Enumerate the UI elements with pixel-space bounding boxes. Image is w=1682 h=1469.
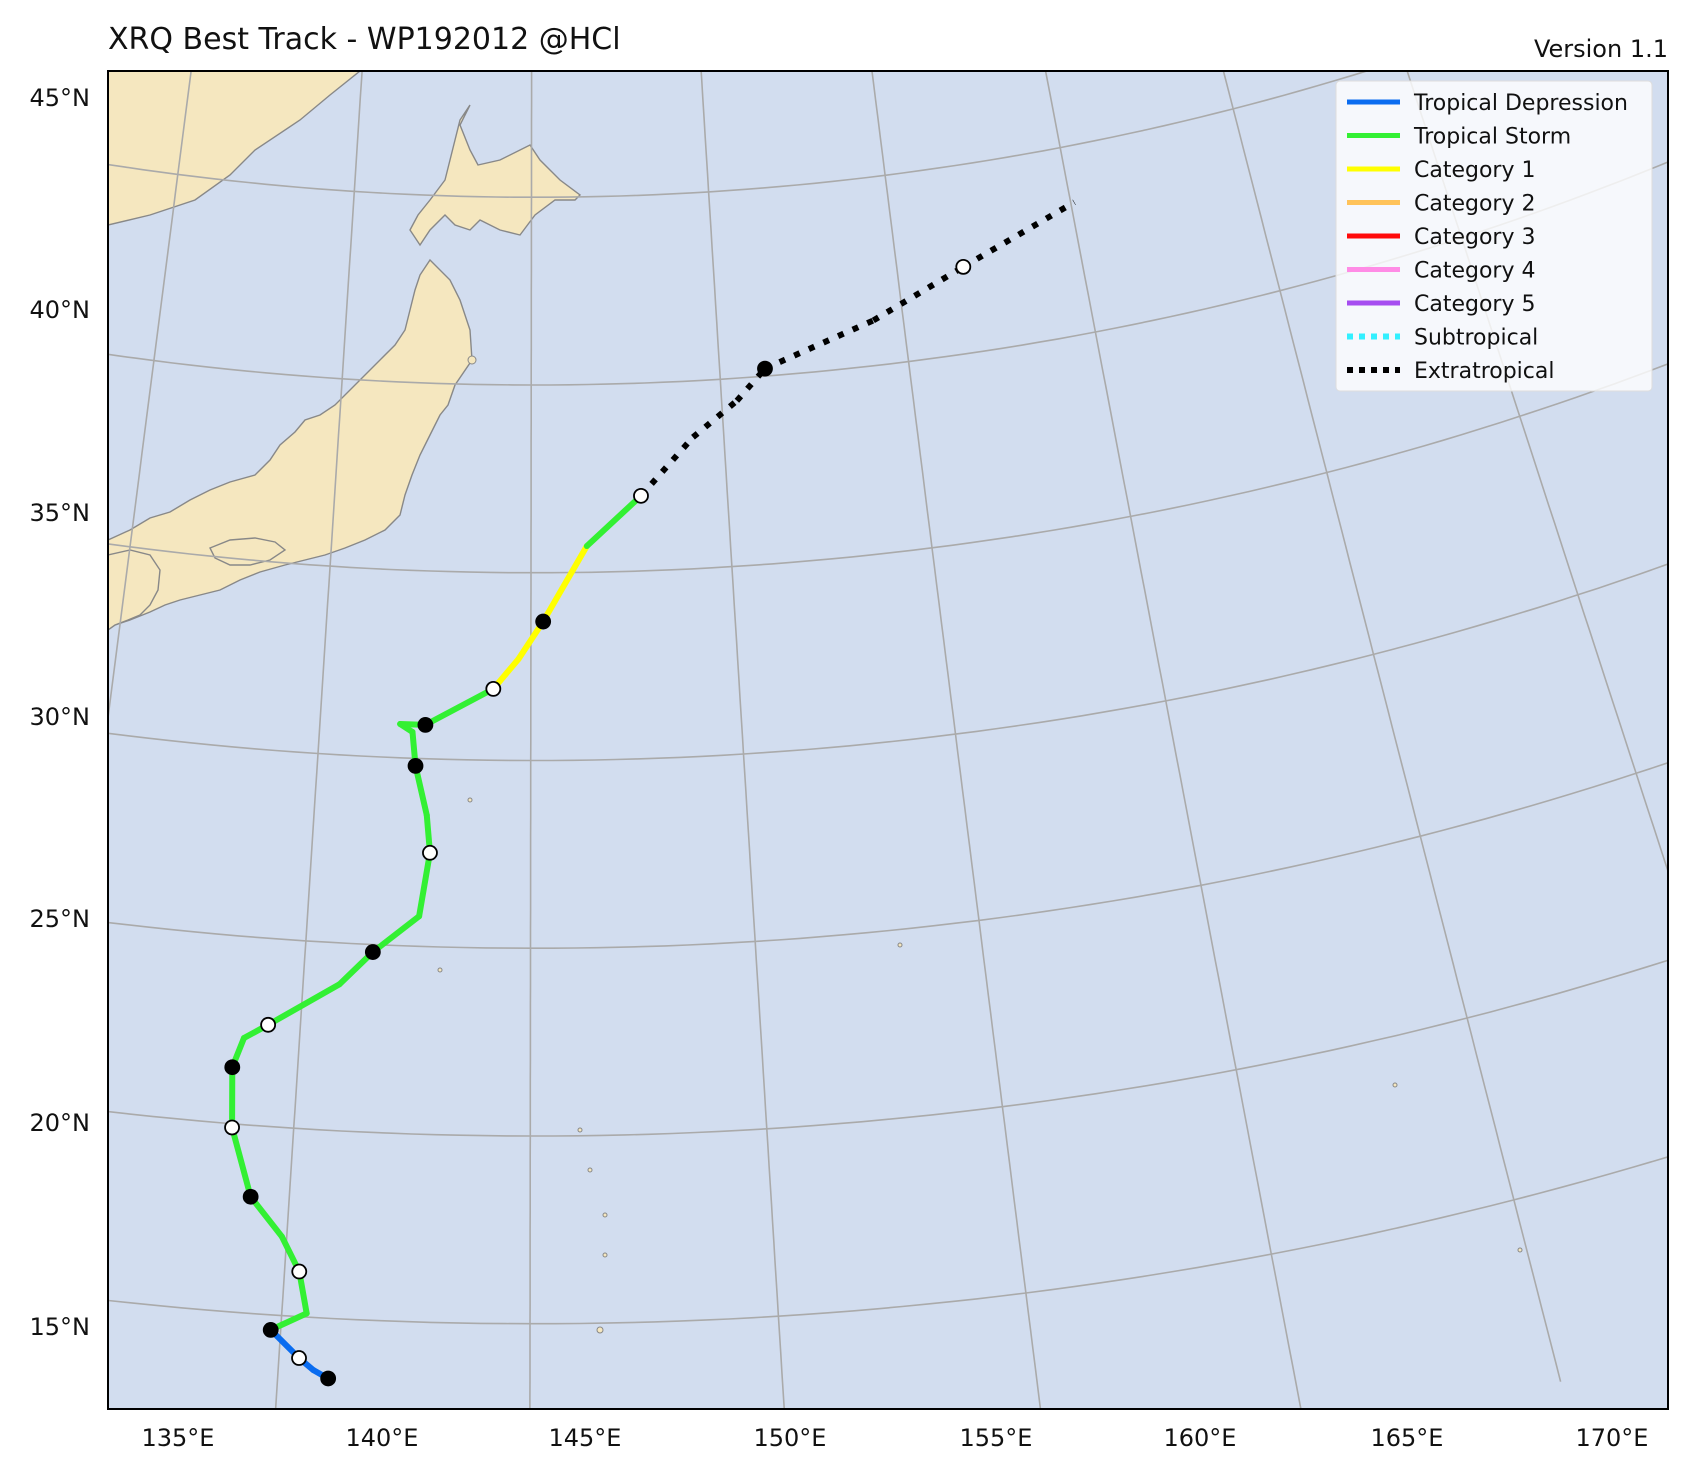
- island-5: [602, 1212, 608, 1218]
- legend-label: Category 5: [1414, 292, 1535, 317]
- island-6: [602, 1252, 608, 1258]
- meridian-155: [871, 71, 1042, 1409]
- parallel-20: [108, 959, 1668, 1137]
- meridian-165: [1222, 71, 1562, 1382]
- hokkaido-landmass: [409, 104, 582, 247]
- lat-label: 15°N: [30, 1313, 91, 1341]
- track-point-open: [224, 1119, 240, 1136]
- legend-label: Tropical Depression: [1413, 91, 1628, 116]
- meridian-160: [1044, 71, 1302, 1409]
- track-point-open: [291, 1263, 308, 1280]
- track-point-open: [422, 844, 438, 861]
- lat-label: 25°N: [30, 905, 91, 933]
- lon-label: 135°E: [142, 1424, 215, 1452]
- version-label: Version 1.1: [1534, 35, 1668, 63]
- island-4: [587, 1167, 593, 1173]
- longitude-labels: 135°E 140°E 145°E 150°E 155°E 160°E 165°E 170°E: [142, 1424, 1649, 1452]
- track-segment: [247, 1193, 285, 1240]
- legend: Tropical Depression Tropical Storm Categor…: [1335, 80, 1653, 392]
- legend-label: Category 3: [1414, 225, 1535, 250]
- track-point-open: [291, 1350, 307, 1366]
- meridian-135: [108, 71, 192, 725]
- track-markers: [224, 258, 972, 1387]
- parallel-25: [108, 761, 1668, 949]
- lat-label: 45°N: [30, 84, 91, 112]
- lat-label: 30°N: [30, 703, 91, 731]
- island-0: [467, 355, 477, 365]
- track-point-filled: [224, 1059, 241, 1076]
- lon-label: 140°E: [346, 1424, 419, 1452]
- asia-coast-landmass: [108, 71, 362, 226]
- latitude-labels: 45°N 40°N 35°N 30°N 25°N 20°N 15°N: [30, 84, 91, 1341]
- lat-label: 35°N: [30, 499, 91, 527]
- island-1: [467, 797, 473, 803]
- track-segment: [369, 913, 423, 956]
- track-point-filled: [417, 717, 434, 733]
- track-segment: [265, 981, 343, 1028]
- track-point-filled: [407, 757, 424, 774]
- legend-label: Category 4: [1414, 259, 1535, 284]
- island-10: [1517, 1247, 1523, 1253]
- track-point-open: [955, 258, 972, 275]
- meridian-150: [700, 71, 786, 1409]
- kyushu-landmass: [108, 549, 161, 631]
- lon-label: 155°E: [960, 1424, 1033, 1452]
- track-segment: [416, 849, 433, 920]
- legend-label: Subtropical: [1414, 326, 1538, 351]
- track-segment: [412, 762, 430, 819]
- island-7: [596, 1326, 604, 1334]
- legend-label: Category 1: [1414, 158, 1535, 183]
- track-segment: [638, 435, 696, 498]
- track-segment: [961, 199, 1076, 270]
- track-point-open: [485, 680, 502, 697]
- track-point-filled: [535, 613, 552, 630]
- track-segment: [871, 264, 965, 324]
- island-3: [577, 1127, 583, 1133]
- track-point-open: [633, 487, 649, 504]
- legend-label: Extratropical: [1414, 359, 1555, 384]
- lat-label: 20°N: [30, 1109, 91, 1137]
- track-segment: [422, 685, 497, 728]
- meridian-140: [274, 71, 363, 1409]
- legend-label: Tropical Storm: [1413, 125, 1571, 150]
- parallel-15: [108, 1156, 1668, 1325]
- map-frame: [107, 70, 1669, 1410]
- lon-label: 170°E: [1576, 1424, 1649, 1452]
- legend-box: [1335, 80, 1653, 392]
- meridian-145: [529, 71, 533, 1409]
- island-9: [1392, 1082, 1398, 1088]
- lat-label: 40°N: [30, 296, 91, 324]
- track-segment: [540, 543, 590, 625]
- legend-label: Category 2: [1414, 192, 1535, 217]
- lon-label: 160°E: [1164, 1424, 1237, 1452]
- lon-label: 145°E: [549, 1424, 622, 1452]
- honshu-landmass: [108, 258, 473, 629]
- track-point-filled: [320, 1370, 337, 1387]
- track-point-open: [260, 1016, 277, 1033]
- parallel-45: [108, 71, 1370, 198]
- track-point-filled: [757, 360, 773, 377]
- island-2: [437, 967, 443, 973]
- track-point-filled: [262, 1322, 279, 1338]
- track-segment: [229, 1124, 254, 1200]
- chart-title: XRQ Best Track - WP192012 @HCl: [108, 22, 621, 57]
- land-masses: [108, 71, 1523, 1334]
- lon-label: 150°E: [754, 1424, 827, 1452]
- parallel-35: [108, 363, 1668, 574]
- parallel-30: [108, 563, 1668, 762]
- track-point-filled: [242, 1188, 259, 1205]
- track-point-filled: [364, 944, 381, 960]
- track-segment: [583, 492, 644, 550]
- track-segment: [763, 317, 875, 372]
- lon-label: 165°E: [1371, 1424, 1444, 1452]
- island-8: [897, 942, 903, 948]
